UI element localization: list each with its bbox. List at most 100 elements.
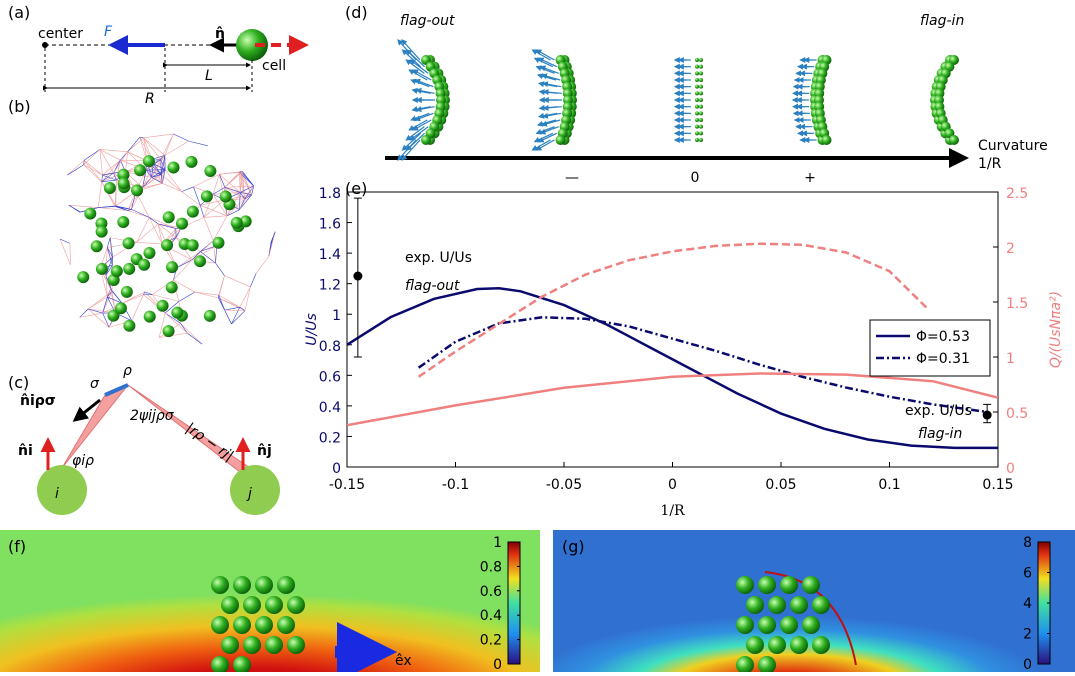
colorbar-tick-label: 0.8 (480, 559, 502, 575)
cell (421, 135, 431, 145)
cell (802, 616, 820, 634)
cell (695, 125, 699, 129)
cell (695, 118, 699, 122)
cell (695, 65, 699, 69)
mesh-edge (149, 217, 162, 244)
mesh-edge (193, 174, 219, 187)
cell (695, 131, 699, 135)
cell (194, 255, 206, 267)
mesh-edge (67, 160, 84, 175)
panel-label: (e) (345, 179, 367, 198)
y-tick-label: 0.4 (319, 400, 341, 416)
legend-label: Φ=0.53 (916, 329, 970, 345)
panel-label: (f) (8, 537, 26, 556)
cell (695, 58, 699, 62)
cell (699, 105, 703, 109)
cell (231, 217, 243, 229)
cell (758, 576, 776, 594)
cell (204, 310, 216, 322)
mesh-edge (204, 200, 225, 217)
cell (695, 98, 699, 102)
mesh-edge (250, 274, 256, 287)
cell (699, 111, 703, 115)
mesh-edge (219, 295, 225, 310)
mesh-edge (102, 160, 121, 182)
cell (699, 91, 703, 95)
cell (96, 263, 108, 275)
panel-a: (a) center F n̂ cell L R (8, 3, 305, 107)
cell (277, 616, 295, 634)
mesh-edge (128, 137, 140, 152)
colorbar-tick-label: 8 (1023, 535, 1032, 551)
cell (265, 636, 283, 654)
cell (780, 576, 798, 594)
cell (121, 286, 133, 298)
flow-arrow (537, 67, 555, 74)
cell (699, 71, 703, 75)
cell (695, 138, 699, 142)
cell (185, 156, 197, 168)
cell (699, 118, 703, 122)
mesh-edge (219, 174, 225, 187)
mesh-edge (137, 242, 163, 244)
cell (123, 263, 135, 275)
cell (163, 325, 175, 337)
mesh-edge (187, 333, 202, 344)
cell (138, 259, 150, 271)
cell (699, 98, 703, 102)
cell (243, 596, 261, 614)
mesh-edge (98, 182, 101, 208)
cell (161, 239, 173, 251)
y2-tick-label: 0.5 (1006, 406, 1028, 422)
mesh-edge (245, 287, 250, 311)
x-tick-label: -0.05 (546, 477, 582, 493)
cell (131, 184, 143, 196)
mesh-edge (131, 209, 149, 217)
mesh-edge (137, 224, 158, 242)
cell (790, 596, 808, 614)
mesh-edge (239, 192, 240, 209)
flow-arrow (409, 70, 427, 80)
cell (695, 91, 699, 95)
sigma-label: σ (90, 376, 100, 392)
cell (695, 78, 699, 82)
mesh-edge (195, 292, 219, 295)
cell (699, 131, 703, 135)
n-label: n̂iρσ (20, 393, 56, 409)
cell (221, 596, 239, 614)
cell (822, 135, 832, 145)
mark-label: + (804, 170, 816, 186)
mesh-edge (177, 260, 192, 268)
y-tick-label: 0.8 (319, 339, 341, 355)
cell (287, 636, 305, 654)
mesh-edge (144, 134, 174, 138)
mesh-edge (165, 134, 174, 155)
panel-label: (d) (345, 3, 368, 22)
cell (211, 616, 229, 634)
left-label: flag-out (400, 13, 455, 29)
mesh-edge (204, 217, 213, 240)
ni-label: n̂i (18, 443, 33, 459)
panel-b: (b) (8, 97, 275, 344)
mesh-edge (161, 175, 181, 192)
phi-label: φiρ (72, 453, 94, 469)
cell (287, 596, 305, 614)
cell (187, 206, 199, 218)
annotation: flag-in (918, 426, 962, 442)
x-tick-label: 0.1 (878, 477, 900, 493)
cell (255, 616, 273, 634)
axis-unit: 1/R (978, 156, 1002, 172)
cell (233, 576, 251, 594)
flow-arrow (415, 113, 433, 120)
cell (802, 576, 820, 594)
right-label: flag-in (920, 13, 964, 29)
x-axis-label: 1/R (660, 503, 685, 519)
center-dot (42, 42, 48, 48)
cell (84, 208, 96, 220)
flow-arrow (541, 67, 559, 74)
colorbar-tick-label: 4 (1023, 596, 1032, 612)
legend-label: Φ=0.31 (916, 351, 970, 367)
mesh-edge (231, 307, 239, 324)
cell (171, 307, 183, 319)
